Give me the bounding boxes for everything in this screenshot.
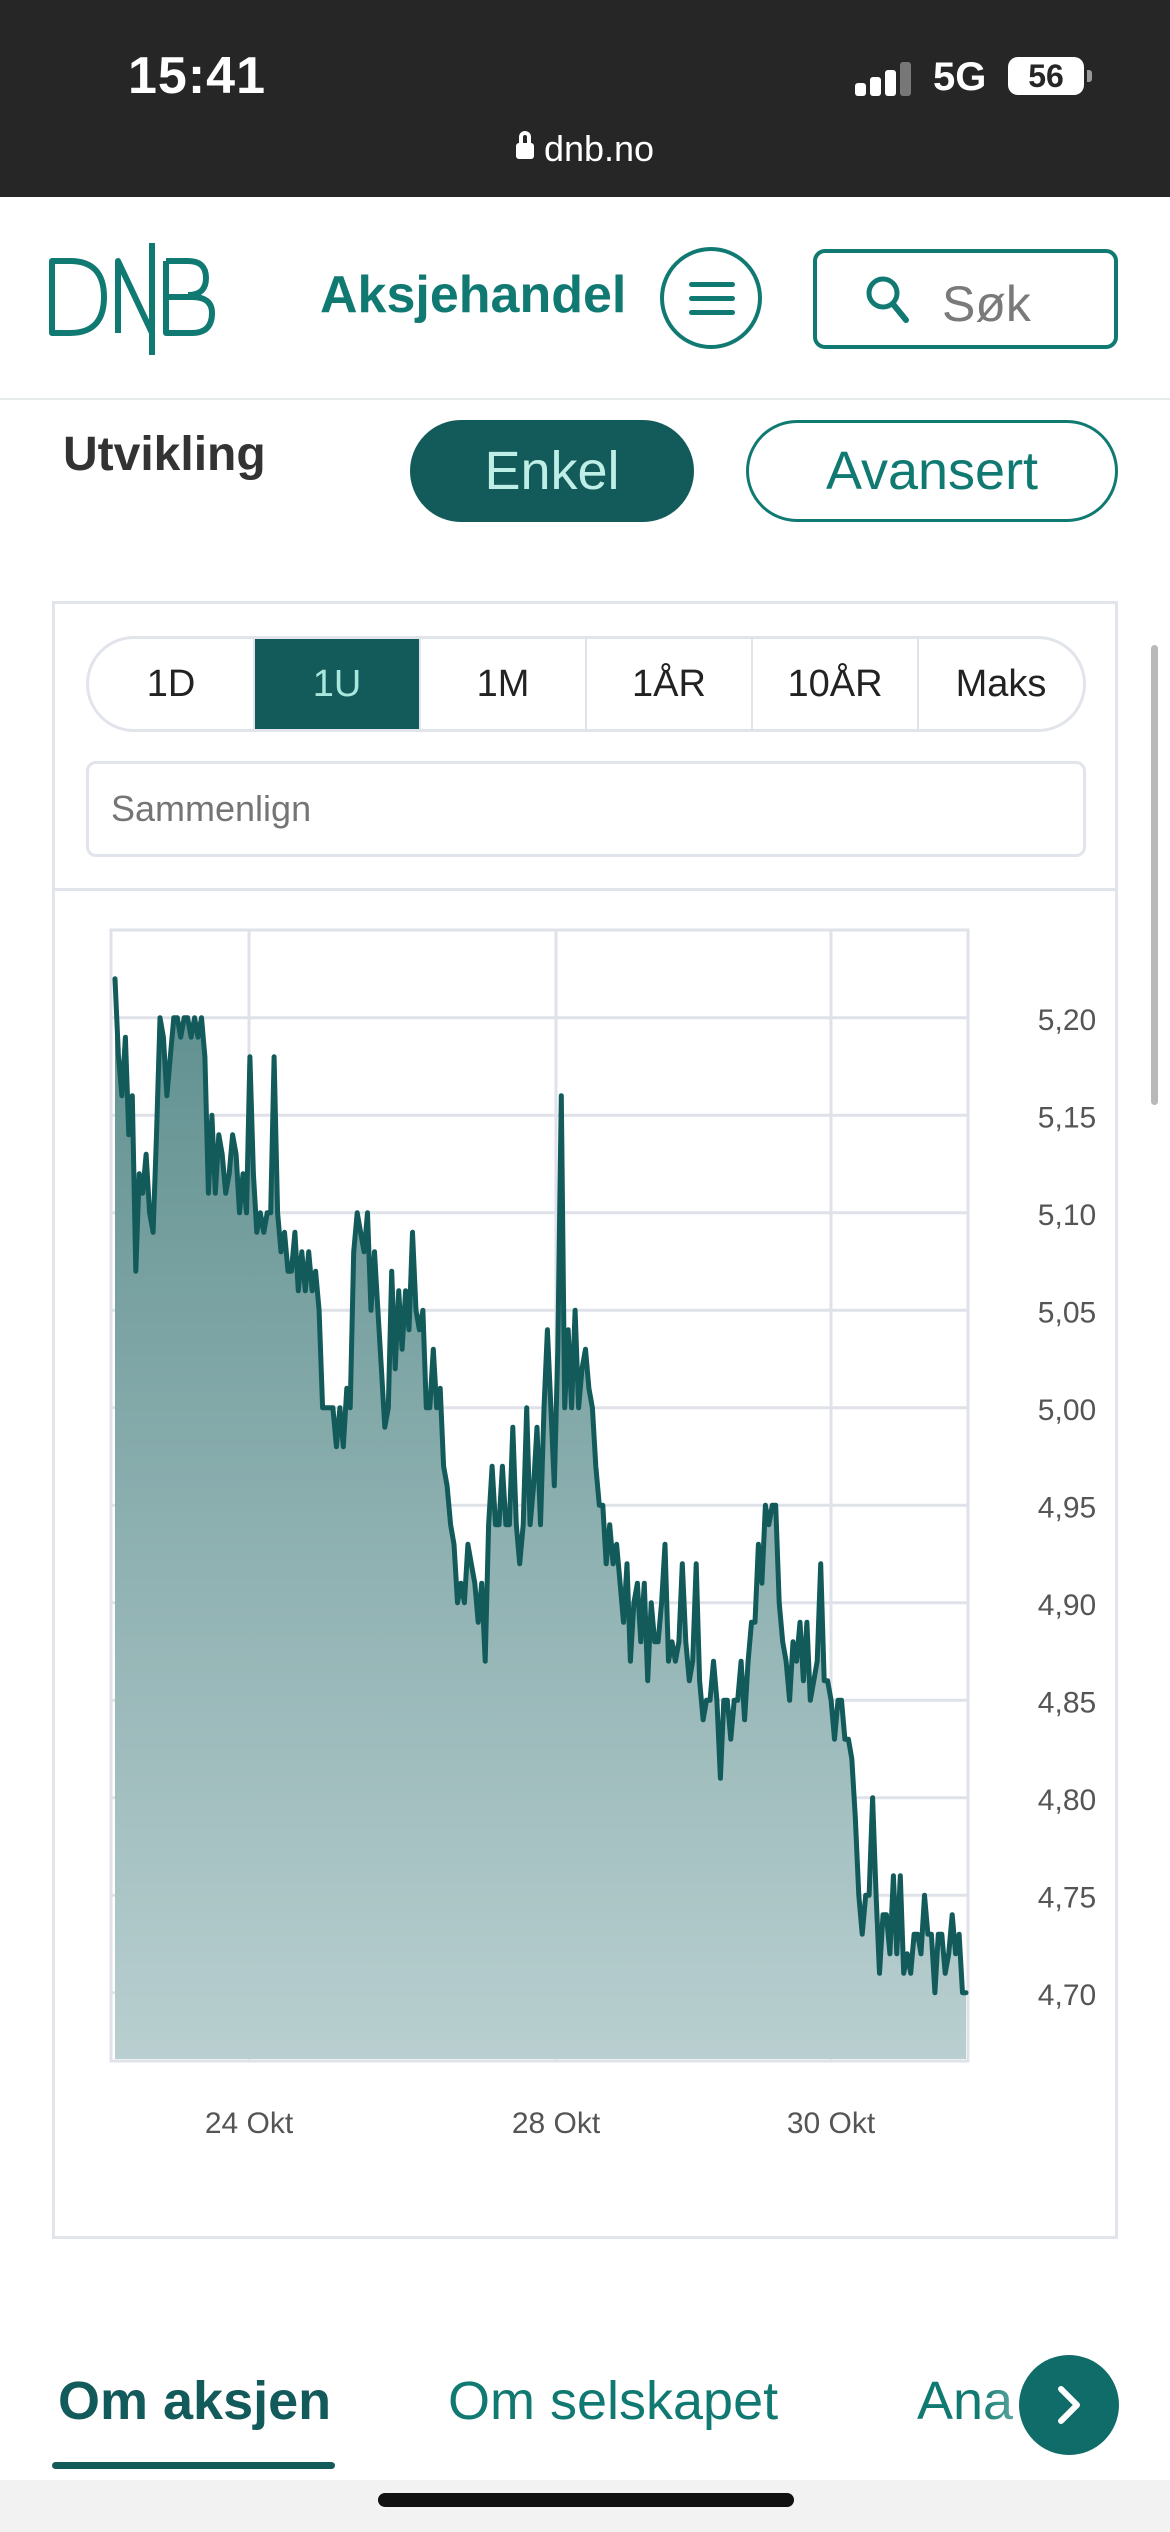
- site-header: Aksjehandel Søk: [0, 197, 1170, 400]
- signal-icon: [855, 62, 913, 96]
- active-tab-indicator: [52, 2462, 335, 2469]
- y-tick-label: 4,95: [1038, 1491, 1096, 1524]
- price-area: [115, 978, 966, 2059]
- scrollbar[interactable]: [1151, 645, 1158, 1105]
- tabs-next-button[interactable]: [1019, 2355, 1119, 2455]
- range-selector: 1D 1U 1M 1ÅR 10ÅR Maks: [86, 636, 1086, 732]
- y-tick-label: 4,90: [1038, 1589, 1096, 1622]
- lock-icon: [515, 131, 534, 163]
- compare-input[interactable]: [86, 761, 1086, 857]
- dnb-logo[interactable]: [48, 237, 218, 357]
- range-1m[interactable]: 1M: [421, 639, 587, 729]
- search-icon: [866, 276, 909, 323]
- chart-card: 1D 1U 1M 1ÅR 10ÅR Maks 5,205,155,105,055…: [52, 601, 1118, 2239]
- tab-om-aksjen[interactable]: Om aksjen: [58, 2371, 332, 2431]
- y-tick-label: 5,05: [1038, 1296, 1096, 1329]
- search-button[interactable]: Søk: [813, 249, 1118, 349]
- x-tick-label: 24 Okt: [205, 2107, 294, 2140]
- mode-simple-button[interactable]: Enkel: [410, 420, 694, 522]
- y-tick-label: 5,15: [1038, 1101, 1096, 1134]
- mode-advanced-button[interactable]: Avansert: [746, 420, 1118, 522]
- range-maks[interactable]: Maks: [955, 663, 1047, 705]
- section-tabs: Om aksjen Om selskapet Ana: [0, 2350, 1170, 2480]
- network-label: 5G: [933, 55, 987, 99]
- card-divider: [55, 888, 1115, 891]
- y-tick-label: 4,70: [1038, 1979, 1096, 2012]
- battery-level: 56: [1028, 58, 1064, 94]
- range-1u[interactable]: 1U: [255, 639, 421, 729]
- development-label: Utvikling: [63, 428, 266, 481]
- status-time: 15:41: [128, 47, 266, 105]
- y-tick-label: 4,85: [1038, 1686, 1096, 1719]
- tab-om-selskapet[interactable]: Om selskapet: [448, 2371, 779, 2431]
- y-tick-label: 5,20: [1038, 1004, 1096, 1037]
- menu-icon: [689, 282, 735, 287]
- y-tick-label: 5,00: [1038, 1394, 1096, 1427]
- range-1ar[interactable]: 1ÅR: [587, 639, 753, 729]
- search-label: Søk: [942, 276, 1031, 332]
- status-bar: 15:41 5G 56 dnb.no: [0, 0, 1170, 197]
- address-url: dnb.no: [543, 128, 655, 169]
- range-1d[interactable]: 1D: [89, 639, 255, 729]
- home-indicator[interactable]: [378, 2493, 794, 2507]
- range-10ar[interactable]: 10ÅR: [753, 639, 919, 729]
- header-title[interactable]: Aksjehandel: [320, 266, 627, 324]
- y-tick-label: 4,80: [1038, 1784, 1096, 1817]
- y-tick-label: 4,75: [1038, 1881, 1096, 1914]
- price-chart[interactable]: 5,20 5,15 5,10 5,05 5,00 4,95 4,90 4,85 4,80 4,75…: [55, 891, 1115, 2231]
- x-tick-label: 28 Okt: [512, 2107, 601, 2140]
- x-tick-label: 30 Okt: [787, 2107, 876, 2140]
- chevron-right-icon: [1058, 2386, 1080, 2424]
- address-bar[interactable]: dnb.no: [0, 128, 1170, 170]
- battery-icon: 56: [1008, 57, 1092, 95]
- y-tick-label: 5,10: [1038, 1199, 1096, 1232]
- price-line: [112, 976, 969, 1996]
- menu-button[interactable]: [660, 247, 762, 349]
